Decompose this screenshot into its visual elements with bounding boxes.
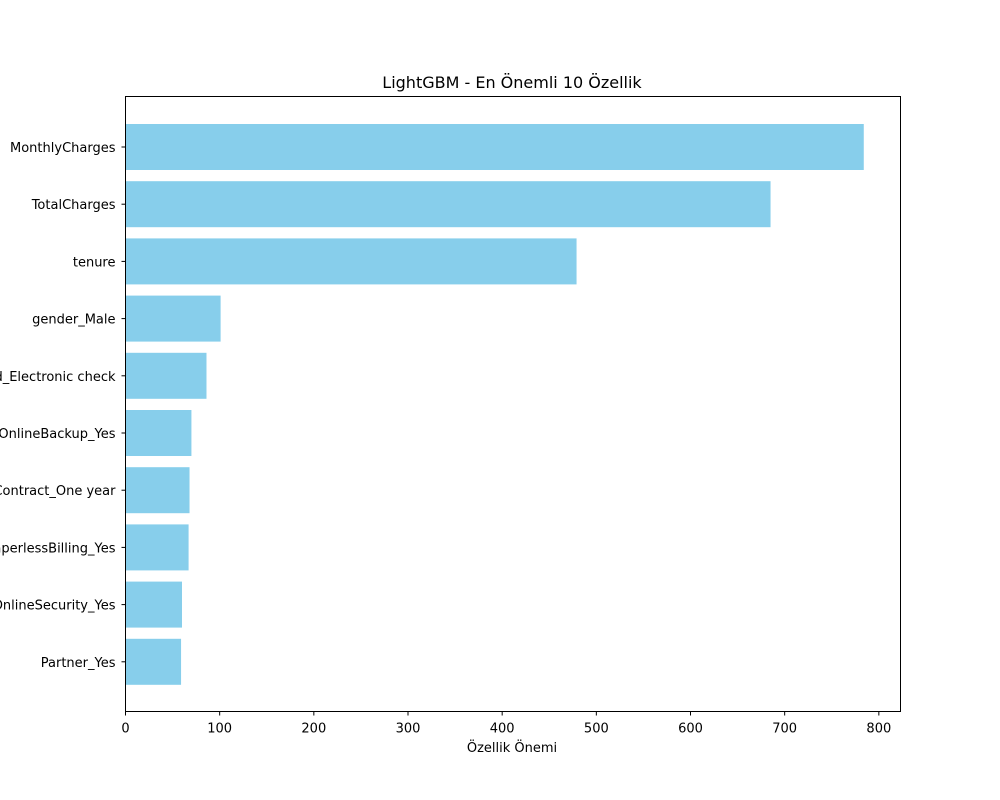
y-tick-label: OnlineBackup_Yes xyxy=(0,427,116,442)
x-tick-label: 100 xyxy=(207,722,232,737)
bar-group xyxy=(125,124,864,685)
x-tick-label: 500 xyxy=(584,722,609,737)
x-axis-ticks: 0 100 200 300 400 500 600 700 800 xyxy=(121,711,891,737)
plot-frame xyxy=(125,96,901,712)
bar xyxy=(125,638,182,685)
x-tick-label: 700 xyxy=(772,722,797,737)
x-tick-label: 600 xyxy=(678,722,703,737)
bar xyxy=(125,295,221,342)
bar xyxy=(125,238,577,285)
x-tick-label: 300 xyxy=(396,722,421,737)
y-tick-label: tenure xyxy=(73,255,116,270)
y-tick-label: OnlineSecurity_Yes xyxy=(0,599,116,614)
x-tick-label: 400 xyxy=(490,722,515,737)
bar xyxy=(125,581,183,628)
bar xyxy=(125,410,192,456)
y-tick-label: PaymentMethod_Electronic check xyxy=(0,370,116,385)
bar xyxy=(125,124,864,170)
x-tick-label: 800 xyxy=(866,722,891,737)
bar xyxy=(125,524,189,571)
x-tick-label: 200 xyxy=(301,722,326,737)
chart-title: LightGBM - En Önemli 10 Özellik xyxy=(382,73,642,92)
y-tick-label: PaperlessBilling_Yes xyxy=(0,541,116,556)
y-tick-label: Contract_One year xyxy=(0,484,116,499)
y-tick-label: MonthlyCharges xyxy=(10,141,116,156)
bar xyxy=(125,467,190,514)
y-tick-label: gender_Male xyxy=(32,313,115,328)
bar xyxy=(125,181,771,228)
bar xyxy=(125,352,207,399)
x-axis-label: Özellik Önemi xyxy=(467,739,557,756)
y-tick-label: TotalCharges xyxy=(31,198,116,213)
x-tick-label: 0 xyxy=(121,722,129,737)
y-axis-ticks: MonthlyCharges TotalCharges tenure gender_M… xyxy=(0,141,126,671)
y-tick-label: Partner_Yes xyxy=(41,656,116,671)
